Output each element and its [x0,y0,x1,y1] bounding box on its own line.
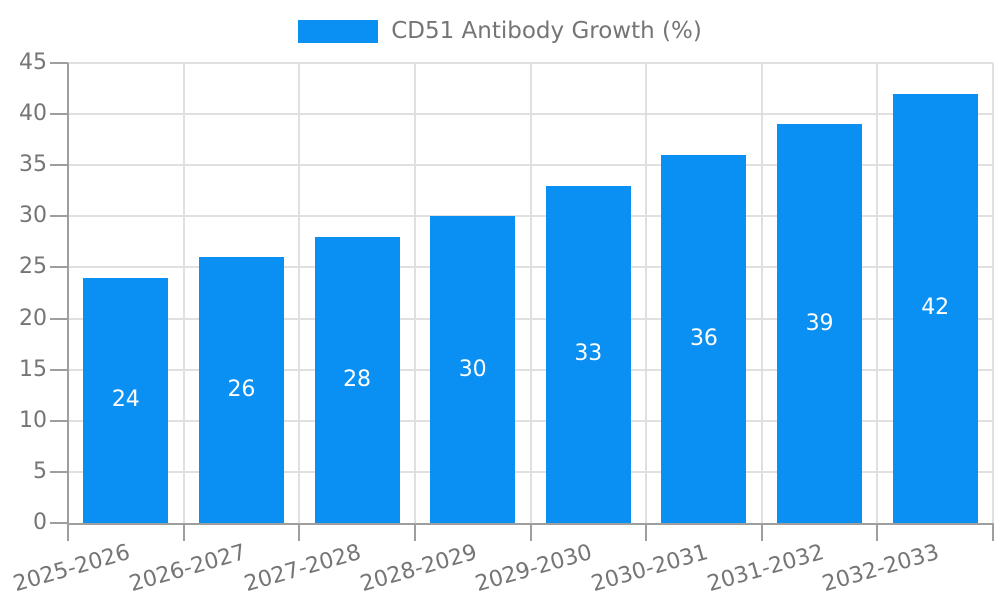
x-axis-category-label: 2030-2031 [588,540,711,598]
legend-label: CD51 Antibody Growth (%) [391,18,702,44]
x-axis-tick [760,523,763,541]
x-axis-category-label: 2026-2027 [126,540,249,598]
y-axis-tick [50,368,68,371]
x-axis-tick [182,523,185,541]
y-axis-tick-label: 15 [19,356,47,382]
bar-value-label: 42 [921,295,950,321]
y-axis-tick-label: 0 [33,510,47,535]
gridline-vertical [529,63,532,523]
bar-value-label: 26 [227,377,256,403]
x-axis-line [68,523,993,525]
y-axis-tick-label: 25 [19,254,47,280]
y-axis-tick-label: 40 [19,101,47,127]
bar-value-label: 36 [689,326,718,351]
bar-value-label: 24 [111,387,140,413]
gridline-vertical [298,63,301,523]
y-axis-tick [50,317,68,320]
gridline-vertical [413,63,416,523]
bar[interactable] [777,124,863,523]
y-axis-tick [50,266,68,269]
y-axis-tick-label: 35 [19,152,47,178]
x-axis-tick [67,523,69,541]
y-axis-tick [50,215,68,218]
gridline-vertical [645,63,648,523]
bar-value-label: 30 [458,356,487,382]
x-axis-category-label: 2025-2026 [10,540,133,598]
y-axis-tick-label: 20 [19,305,47,331]
y-axis-tick [50,164,68,167]
bar-value-label: 28 [343,366,372,392]
bar[interactable] [892,93,978,523]
y-axis-tick-label: 45 [19,50,47,75]
y-axis-tick [50,470,68,473]
y-axis-tick [50,419,68,422]
y-axis-tick-label: 5 [33,458,47,484]
x-axis-category-label: 2029-2030 [473,540,596,598]
x-axis-category-label: 2028-2029 [357,540,480,598]
y-axis-tick-label: 10 [19,407,47,433]
bar-value-label: 39 [805,310,834,336]
x-axis-category-label: 2027-2028 [241,540,364,598]
bar[interactable] [198,257,284,523]
x-axis-tick [529,523,532,541]
bar[interactable] [545,185,631,523]
gridline-vertical [760,63,763,523]
gridline-vertical [182,63,185,523]
gridline-vertical [876,63,879,523]
y-axis-tick [50,62,68,64]
x-axis-tick [992,523,994,541]
x-axis-category-label: 2032-2033 [819,540,943,598]
legend-swatch [298,19,379,43]
x-axis-tick [645,523,648,541]
gridline-vertical [992,63,994,523]
x-axis-tick [413,523,416,541]
y-axis-tick [50,113,68,116]
y-axis-tick [50,522,68,524]
x-axis-tick [876,523,879,541]
bar[interactable] [83,277,169,523]
bar[interactable] [661,155,747,523]
bar-value-label: 33 [574,341,603,367]
y-axis-tick-label: 30 [19,203,47,229]
x-axis-tick [298,523,301,541]
bar[interactable] [430,216,516,523]
legend[interactable]: CD51 Antibody Growth (%) [0,17,1000,45]
bar[interactable] [314,236,400,523]
x-axis-category-label: 2031-2032 [704,540,827,598]
y-axis-line [67,63,69,525]
